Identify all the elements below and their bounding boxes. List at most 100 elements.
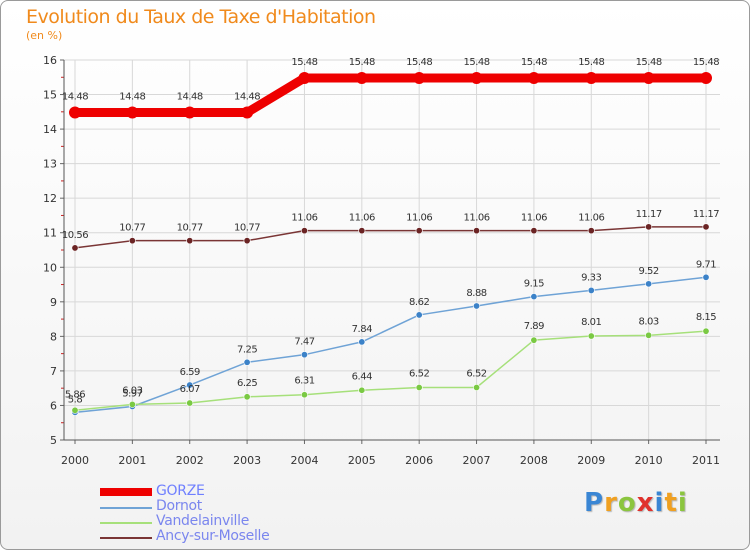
data-point (700, 71, 712, 84)
data-point (473, 383, 481, 391)
legend-swatch (100, 537, 152, 539)
y-tick-label: 9 (50, 296, 57, 309)
data-label: 11.06 (291, 213, 317, 224)
data-label: 6.31 (294, 376, 314, 387)
data-label: 6.59 (180, 367, 200, 378)
data-point (415, 311, 423, 319)
data-point (186, 237, 194, 245)
data-point (71, 406, 79, 414)
logo-letter: x (636, 488, 655, 518)
data-point (355, 71, 368, 84)
data-point (587, 332, 595, 340)
y-tick-label: 10 (43, 261, 57, 274)
data-point (415, 227, 423, 235)
proxiti-logo: Proxiti (584, 488, 688, 518)
data-point (415, 383, 423, 391)
series-line-dornot (74, 276, 707, 414)
logo-letter: i (677, 488, 688, 518)
data-label: 7.47 (294, 337, 314, 348)
data-point (128, 237, 136, 245)
data-point (300, 227, 308, 235)
data-point (358, 338, 366, 346)
y-tick-label: 11 (43, 227, 57, 240)
data-label: 11.17 (636, 209, 662, 220)
x-tick-label: 2008 (520, 454, 548, 467)
logo-letter: r (604, 488, 618, 518)
data-label: 15.48 (693, 57, 719, 68)
data-label: 6.07 (180, 384, 200, 395)
legend-label: Ancy-sur-Moselle (156, 528, 270, 544)
data-point (358, 227, 366, 235)
data-label: 15.48 (636, 57, 662, 68)
legend-swatch (100, 522, 152, 524)
data-point (300, 351, 308, 359)
data-label: 7.84 (352, 324, 372, 335)
data-label: 9.33 (581, 272, 601, 283)
data-label: 15.48 (406, 57, 432, 68)
legend-label: GORZE (156, 483, 205, 499)
data-point (530, 227, 538, 235)
logo-letter: t (664, 488, 678, 518)
data-point (243, 237, 251, 245)
data-label: 8.88 (466, 288, 486, 299)
data-point (300, 391, 308, 399)
data-label: 10.56 (62, 230, 88, 241)
data-label: 8.62 (409, 297, 429, 308)
data-point (530, 293, 538, 301)
y-tick-label: 15 (43, 89, 57, 102)
x-tick-label: 2011 (692, 454, 720, 467)
logo-letter: o (617, 488, 637, 518)
grid (64, 59, 720, 441)
data-label: 10.77 (234, 223, 260, 234)
y-axis-unit-label: (en %) (26, 29, 63, 42)
data-point (587, 227, 595, 235)
data-point (702, 327, 710, 335)
data-label: 14.48 (119, 92, 145, 103)
legend-label: Vandelainville (156, 513, 250, 529)
y-tick-label: 13 (43, 158, 57, 171)
x-tick-label: 2005 (348, 454, 376, 467)
y-tick-label: 12 (43, 192, 57, 205)
data-point (413, 71, 426, 84)
x-tick-label: 2000 (61, 454, 89, 467)
data-point (186, 381, 194, 389)
data-label: 8.01 (581, 317, 601, 328)
x-tick-label: 2009 (577, 454, 605, 467)
data-label: 6.52 (466, 368, 486, 379)
axes: 5 6 7 8 9 10 11 12 13 14 15 16 2000 2001 2002 2003 2004 2… (43, 54, 720, 467)
data-point (587, 286, 595, 294)
data-label: 5.86 (65, 389, 85, 400)
x-tick-label: 2010 (635, 454, 663, 467)
data-point (358, 386, 366, 394)
x-tick-label: 2004 (290, 454, 318, 467)
data-point (69, 106, 81, 119)
data-label: 15.48 (349, 57, 375, 68)
data-point (473, 302, 481, 310)
data-label: 14.48 (234, 92, 260, 103)
data-point (527, 71, 540, 84)
data-label: 11.06 (521, 213, 547, 224)
data-label: 8.15 (696, 312, 716, 323)
x-tick-label: 2001 (118, 454, 146, 467)
x-tick-label: 2003 (233, 454, 261, 467)
data-label: 5.8 (68, 394, 83, 405)
data-label: 10.77 (119, 223, 145, 234)
y-tick-label: 7 (50, 365, 57, 378)
data-point (186, 399, 194, 407)
data-label: 15.48 (291, 57, 317, 68)
data-point (702, 223, 710, 231)
data-label: 14.48 (177, 92, 203, 103)
data-point (298, 71, 311, 84)
data-point (645, 280, 653, 288)
data-label: 7.89 (524, 321, 544, 332)
series-line-vandelainville (74, 330, 707, 412)
series-line-ancy-sur-moselle (74, 226, 707, 249)
data-point (702, 273, 710, 281)
data-point (243, 358, 251, 366)
data-label: 5.97 (122, 388, 142, 399)
data-label: 9.15 (524, 279, 544, 290)
data-label: 6.52 (409, 368, 429, 379)
data-point (645, 223, 653, 231)
data-label: 6.44 (352, 371, 372, 382)
